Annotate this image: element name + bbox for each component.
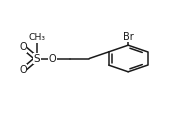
Text: CH₃: CH₃: [28, 33, 45, 42]
Text: S: S: [33, 53, 40, 64]
Text: O: O: [19, 42, 27, 52]
Text: Br: Br: [123, 32, 133, 42]
Text: O: O: [48, 53, 56, 64]
Text: O: O: [19, 65, 27, 75]
